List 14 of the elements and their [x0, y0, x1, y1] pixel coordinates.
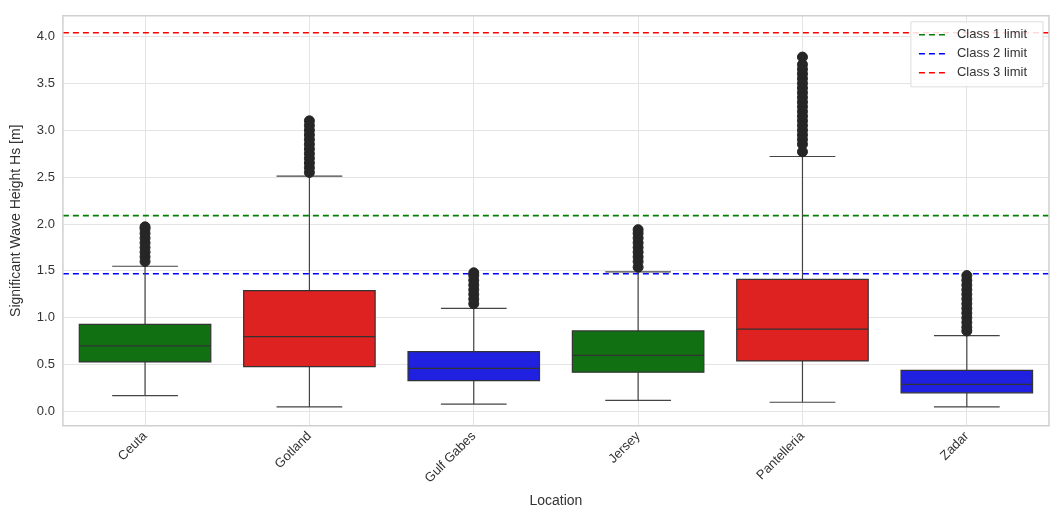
y-tick-label: 3.5 [36, 74, 55, 90]
y-tick-label: 2.0 [36, 215, 55, 231]
x-axis-title: Location [529, 492, 583, 509]
legend-label: Class 2 limit [956, 45, 1028, 61]
legend-label: Class 3 limit [956, 64, 1028, 80]
y-tick-label: 0.0 [36, 403, 55, 419]
y-tick-label: 0.5 [36, 356, 55, 372]
y-axis-title: Significant Wave Height Hs [m] [7, 124, 24, 317]
y-tick-label: 3.0 [36, 121, 55, 137]
legend-label: Class 1 limit [956, 26, 1028, 42]
y-tick-label: 2.5 [36, 168, 55, 184]
y-tick-label: 1.5 [36, 262, 55, 278]
y-tick-label: 1.0 [36, 309, 55, 325]
y-tick-label: 4.0 [36, 28, 55, 44]
